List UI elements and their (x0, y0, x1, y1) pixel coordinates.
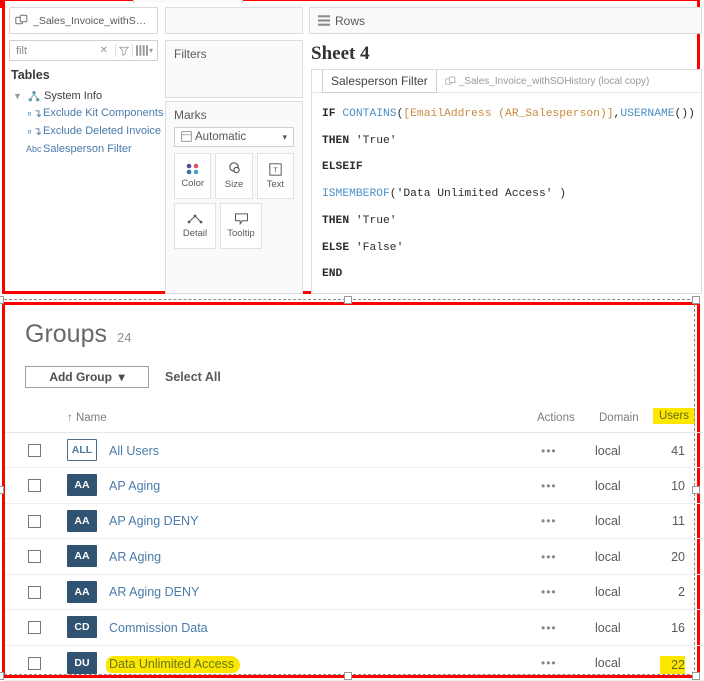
svg-text:T: T (273, 165, 278, 174)
